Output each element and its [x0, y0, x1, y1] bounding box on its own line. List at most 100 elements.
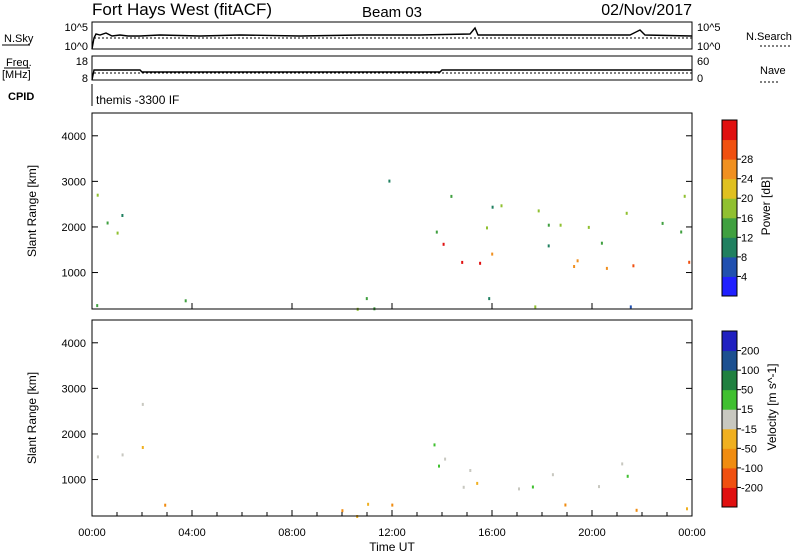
scatter-cell: [96, 304, 99, 308]
colorbar-tick-label: 100: [741, 365, 759, 377]
scatter-cell: [635, 508, 638, 512]
colorbar-swatch: [722, 409, 737, 430]
x-tick-label: 04:00: [178, 527, 206, 539]
freq-label: Freq.: [6, 57, 32, 69]
scatter-cell: [433, 443, 436, 447]
scatter-cell: [626, 474, 629, 478]
scatter-cell: [680, 230, 683, 234]
freq-frame: [91, 55, 693, 81]
colorbar-tick-label: 8: [741, 252, 747, 264]
scatter-cell: [551, 473, 554, 477]
scatter-cell: [632, 264, 635, 268]
scatter-cell: [444, 457, 447, 461]
scatter-cell: [600, 241, 603, 245]
colorbar-swatch: [722, 389, 737, 410]
scatter-cell: [683, 194, 686, 198]
x-axis-label: Time UT: [369, 540, 415, 554]
scatter-cell: [341, 509, 344, 513]
scatter-cell: [559, 223, 562, 227]
cpid-label: CPID: [8, 91, 34, 103]
scatter-cell: [184, 299, 187, 303]
scatter-cell: [164, 503, 167, 507]
nsearch-tick-bottom: 10^0: [697, 41, 721, 53]
scatter-cell: [141, 446, 144, 449]
nsky-label: N.Sky: [4, 33, 34, 45]
colorbar-swatch: [722, 178, 737, 199]
nsky-panel: N.Sky 10^5 10^0 N.Search 10^5 10^0: [2, 21, 792, 53]
y-tick-label: 3000: [62, 383, 86, 395]
scatter-cell: [488, 297, 491, 301]
colorbar-swatch: [722, 331, 737, 352]
colorbar-tick-label: -15: [741, 424, 757, 436]
nsearch-label: N.Search: [746, 31, 792, 43]
scatter-cell: [688, 260, 691, 264]
station-title: Fort Hays West (fitACF): [92, 0, 272, 19]
colorbar-swatch: [722, 159, 737, 180]
y-tick-label: 1000: [62, 268, 86, 280]
colorbar-tick-label: 200: [741, 346, 759, 358]
colorbar-frame: [721, 330, 738, 508]
x-tick-label: 08:00: [278, 527, 306, 539]
scatter-cell: [576, 259, 579, 263]
colorbar-tick-label: -200: [741, 482, 763, 494]
velocity-frame: [91, 319, 693, 517]
scatter-cell: [598, 485, 600, 489]
y-tick-label: 4000: [62, 131, 86, 143]
colorbar-swatch: [722, 276, 737, 297]
scatter-cell: [450, 194, 453, 198]
scatter-cell: [564, 503, 567, 507]
scatter-cell: [462, 485, 465, 489]
scatter-cell: [491, 205, 494, 209]
scatter-cell: [476, 481, 479, 485]
colorbar-tick-label: 50: [741, 385, 753, 397]
scatter-cell: [391, 503, 394, 507]
power-colorbar-label: Power [dB]: [759, 177, 773, 236]
velocity-scatter: [96, 402, 688, 518]
scatter-cell: [531, 485, 534, 489]
power-colorbar: 4 8 12 16 20 24 28: [721, 119, 753, 297]
scatter-cell: [500, 204, 503, 208]
cpid-strip: CPID themis -3300 IF: [8, 84, 179, 107]
scatter-cell: [116, 231, 119, 235]
nsearch-tick-top: 10^5: [697, 22, 721, 34]
freq-tick-top: 18: [76, 56, 88, 68]
colorbar-tick-label: -50: [741, 443, 757, 455]
scatter-cell: [629, 305, 632, 309]
scatter-cell: [491, 252, 494, 256]
colorbar-tick-label: 28: [741, 154, 753, 166]
scatter-cell: [479, 261, 482, 265]
scatter-cell: [605, 266, 608, 270]
nave-tick-bottom: 0: [697, 73, 703, 85]
y-tick-label: 2000: [62, 429, 86, 441]
colorbar-swatch: [722, 198, 737, 219]
scatter-cell: [121, 453, 124, 457]
x-tick-label: 00:00: [678, 527, 706, 539]
colorbar-swatch: [722, 120, 737, 141]
scatter-cell: [486, 226, 488, 230]
colorbar-tick-label: 24: [741, 174, 753, 186]
scatter-cell: [518, 487, 520, 491]
colorbar-frame: [721, 119, 738, 297]
scatter-cell: [106, 221, 109, 225]
colorbar-swatch: [722, 217, 737, 238]
power-ylabel: Slant Range [km]: [25, 165, 39, 257]
colorbar-swatch: [722, 487, 737, 508]
scatter-cell: [534, 305, 537, 309]
power-panel: 1000 2000 3000 4000 Slant Range [km] 4 8 12 16…: [25, 112, 773, 311]
colorbar-swatch: [722, 237, 737, 258]
scatter-cell: [537, 209, 540, 213]
power-scatter: [96, 179, 691, 311]
cpid-text: themis -3300 IF: [96, 93, 179, 107]
colorbar-swatch: [722, 448, 737, 469]
scatter-cell: [547, 244, 550, 248]
velocity-panel: 1000 2000 3000 4000 Slant Range [km] 200 100…: [25, 303, 779, 554]
scatter-cell: [96, 193, 99, 197]
y-tick-label: 3000: [62, 176, 86, 188]
scatter-cell: [365, 297, 368, 301]
freq-panel: Freq. [MHz] 18 8 Nave 60 0: [2, 55, 786, 85]
scatter-cell: [621, 462, 624, 466]
colorbar-swatch: [722, 467, 737, 488]
velocity-colorbar-label: Velocity [m s^-1]: [765, 364, 779, 451]
colorbar-swatch: [722, 370, 737, 391]
